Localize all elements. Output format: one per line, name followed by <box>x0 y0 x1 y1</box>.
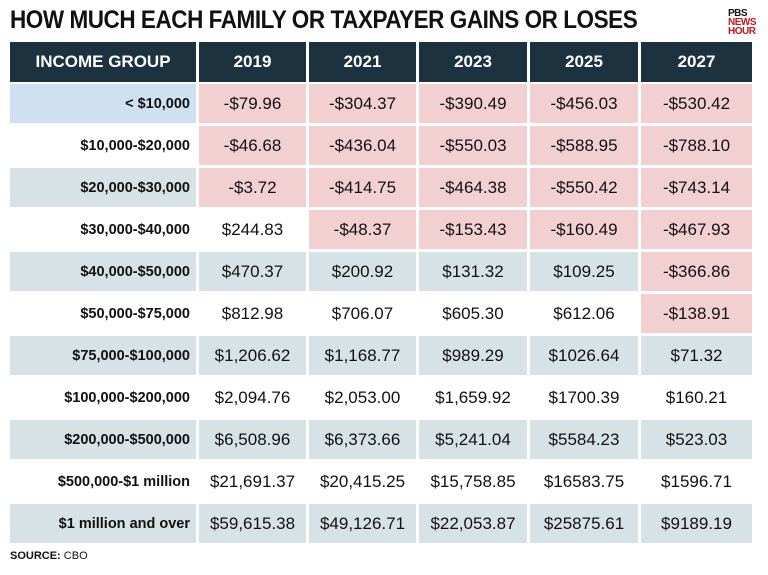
table-cell: $470.37 <box>199 252 306 291</box>
table-cell: $1,168.77 <box>309 336 416 375</box>
table-cell: $25875.61 <box>530 504 638 543</box>
table-cell: -$3.72 <box>199 168 306 207</box>
table-cell: $22,053.87 <box>419 504 527 543</box>
table-cell: -$467.93 <box>641 210 752 249</box>
table-cell: -$550.42 <box>530 168 638 207</box>
table-cell: $1596.71 <box>661 471 732 491</box>
table-cell: $9189.19 <box>641 504 752 543</box>
table-cell: $6,508.96 <box>199 420 306 459</box>
table-cell: $989.29 <box>419 336 527 375</box>
table-cell: $49,126.71 <box>309 504 416 543</box>
table-cell: -$138.91 <box>641 294 752 333</box>
table-cell: $15,758.85 <box>430 471 516 491</box>
table-cell: -$79.96 <box>199 84 306 123</box>
logo-line-1: PBS <box>728 8 748 19</box>
row-label: $100,000-$200,000 <box>64 389 190 406</box>
table-cell: $200.92 <box>309 252 416 291</box>
table-cell: -$456.03 <box>530 84 638 123</box>
row-label: $75,000-$100,000 <box>10 336 196 375</box>
table-cell: $1,206.62 <box>199 336 306 375</box>
source-value: CBO <box>63 550 88 562</box>
table-cell: $131.32 <box>419 252 527 291</box>
table-cell: -$588.95 <box>530 126 638 165</box>
logo-line-2: NEWS <box>728 17 757 28</box>
table-cell: $5584.23 <box>530 420 638 459</box>
table-cell: -$436.04 <box>309 126 416 165</box>
column-header: 2027 <box>641 42 752 82</box>
column-header: 2019 <box>199 42 306 82</box>
column-header: INCOME GROUP <box>10 42 196 82</box>
column-header: 2023 <box>419 42 527 82</box>
table-cell: $21,691.37 <box>209 471 296 491</box>
row-label: $30,000-$40,000 <box>80 221 190 238</box>
table-cell: -$788.10 <box>641 126 752 165</box>
table-cell: -$46.68 <box>199 126 306 165</box>
table-cell: $605.30 <box>442 303 504 323</box>
page-title: HOW MUCH EACH FAMILY OR TAXPAYER GAINS O… <box>10 6 638 34</box>
row-label: < $10,000 <box>10 84 196 123</box>
table-cell: -$743.14 <box>641 168 752 207</box>
table-cell: $706.07 <box>331 303 394 323</box>
table-cell: $2,094.76 <box>214 387 291 407</box>
table-cell: $59,615.38 <box>199 504 306 543</box>
column-header: 2021 <box>309 42 416 82</box>
table-cell: -$530.42 <box>641 84 752 123</box>
logo-line-3: HOUR <box>728 26 756 37</box>
gains-losses-table: INCOME GROUP 2019 2021 2023 2025 2027 < $10,00… <box>10 42 752 543</box>
table-cell: -$160.49 <box>530 210 638 249</box>
table-cell: $5,241.04 <box>419 420 527 459</box>
table-cell: $160.21 <box>665 387 728 407</box>
table-cell: $1700.39 <box>548 387 620 407</box>
table-cell: $244.83 <box>221 219 284 239</box>
table-cell: $523.03 <box>641 420 752 459</box>
pbs-newshour-logo: PBS NEWS HOUR <box>728 8 757 37</box>
row-label: $20,000-$30,000 <box>10 168 196 207</box>
table-cell: $1026.64 <box>530 336 638 375</box>
table-cell: -$390.49 <box>419 84 527 123</box>
table-cell: $109.25 <box>530 252 638 291</box>
table-cell: -$464.38 <box>419 168 527 207</box>
row-label: $40,000-$50,000 <box>10 252 196 291</box>
table-cell: $1,659.92 <box>435 387 511 407</box>
row-label: $10,000-$20,000 <box>80 137 190 154</box>
column-header: 2025 <box>530 42 638 82</box>
source-note: SOURCE: CBO <box>10 550 88 562</box>
row-label: $1 million and over <box>10 504 196 543</box>
table-cell: -$366.86 <box>641 252 752 291</box>
table-cell: $16583.75 <box>543 471 625 491</box>
table-cell: -$48.37 <box>309 210 416 249</box>
table-cell: -$414.75 <box>309 168 416 207</box>
source-label: SOURCE: <box>10 550 61 562</box>
table-cell: $812.98 <box>221 303 284 323</box>
row-label: $200,000-$500,000 <box>10 420 196 459</box>
table-cell: -$153.43 <box>419 210 527 249</box>
row-label: $50,000-$75,000 <box>80 305 190 322</box>
table-cell: -$550.03 <box>419 126 527 165</box>
table-cell: $6,373.66 <box>309 420 416 459</box>
table-cell: $20,415.25 <box>319 471 406 491</box>
table-cell: $71.32 <box>641 336 752 375</box>
table-cell: $2,053.00 <box>324 387 401 407</box>
table-cell: $612.06 <box>553 303 615 323</box>
table-cell: -$304.37 <box>309 84 416 123</box>
row-label: $500,000-$1 million <box>57 473 190 490</box>
